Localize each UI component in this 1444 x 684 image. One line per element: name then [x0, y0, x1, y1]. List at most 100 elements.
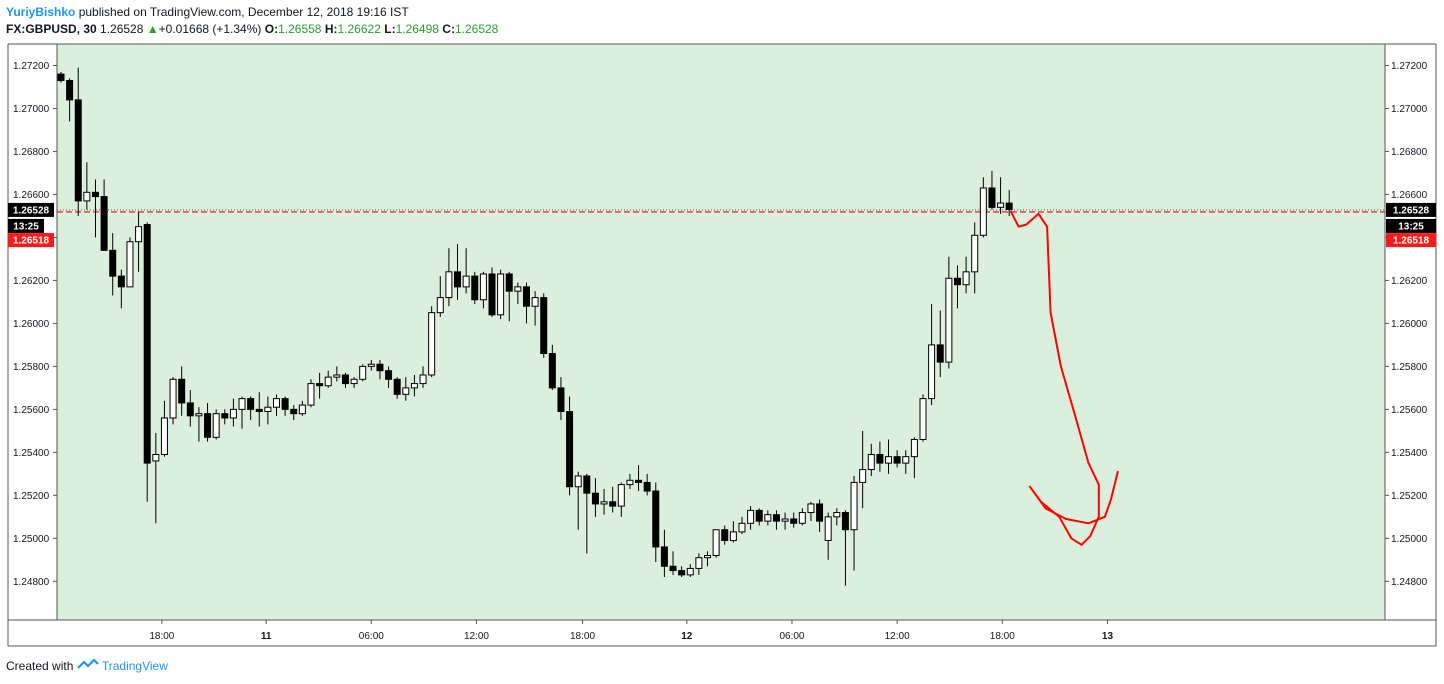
candle-body: [704, 555, 711, 559]
x-tick-label: 13: [1102, 631, 1114, 642]
candle-body: [729, 531, 737, 541]
candle-body: [488, 273, 496, 316]
candle-body: [928, 344, 936, 400]
x-tick-label: 18:00: [570, 631, 595, 642]
y-tick-label-left: 1.26000: [13, 319, 50, 330]
y-tick-label-right: 1.25600: [1391, 405, 1428, 416]
candle-body: [497, 273, 505, 316]
candle-body: [402, 387, 410, 395]
candle-body: [971, 234, 979, 273]
y-tick-label-left: 1.25800: [13, 362, 50, 373]
candle-body: [738, 522, 746, 533]
plot-area[interactable]: [56, 43, 1386, 621]
candle-body: [505, 273, 513, 292]
y-tick-label-left: 1.26800: [13, 147, 50, 158]
candle-body: [100, 196, 108, 251]
candle-body: [74, 99, 82, 202]
candle-body: [643, 481, 651, 492]
candle-body: [902, 456, 910, 464]
candle-body: [160, 417, 168, 456]
countdown-label-left-bg: [8, 218, 44, 233]
current-price-label-left: 1.26528: [13, 205, 50, 216]
candle-body: [514, 286, 522, 292]
y-tick-label-left: 1.27200: [13, 61, 50, 72]
x-tick-label: 06:00: [359, 631, 384, 642]
close-label: C:: [442, 22, 455, 36]
y-tick-label-right: 1.26200: [1391, 276, 1428, 287]
last-price: 1.26528: [100, 22, 144, 36]
candle-body: [936, 344, 944, 363]
candle-body: [393, 378, 401, 395]
candle-body: [566, 411, 574, 488]
candle-body: [367, 363, 375, 367]
candle-body: [979, 187, 987, 236]
candle-body: [686, 567, 694, 576]
candle-body: [841, 512, 849, 531]
candle-body: [919, 398, 927, 440]
candle-body: [988, 187, 996, 208]
candle-body: [57, 73, 65, 82]
candle-body: [135, 226, 143, 243]
candle-body: [341, 374, 349, 385]
symbol-label: FX:GBPUSD, 30: [6, 22, 97, 36]
tradingview-brand[interactable]: TradingView: [101, 659, 168, 673]
x-tick-label: 12: [681, 631, 693, 642]
candle-body: [712, 529, 720, 557]
candle-body: [755, 509, 763, 522]
candle-body: [479, 273, 487, 301]
y-tick-label-right: 1.25000: [1391, 534, 1428, 545]
y-tick-label-right: 1.26800: [1391, 147, 1428, 158]
candle-body: [557, 387, 565, 413]
candle-body: [833, 512, 841, 518]
candle-body: [910, 438, 918, 458]
candle-body: [350, 378, 358, 385]
candle-body: [143, 224, 151, 464]
candle-body: [600, 501, 608, 505]
publish-info: YuriyBishko published on TradingView.com…: [6, 5, 409, 19]
candle-body: [522, 286, 530, 307]
candle-body: [945, 277, 953, 363]
up-triangle-icon: ▲: [146, 22, 159, 36]
y-tick-label-right: 1.27000: [1391, 104, 1428, 115]
candle-body: [574, 475, 582, 488]
y-tick-label-left: 1.24800: [13, 577, 50, 588]
tradingview-logo-icon: [76, 658, 102, 673]
x-tick-label: 18:00: [990, 631, 1015, 642]
red-level-label-right: 1.26518: [1393, 236, 1430, 247]
candle-body: [195, 413, 203, 417]
candle-body: [359, 365, 367, 380]
y-tick-label-right: 1.26000: [1391, 319, 1428, 330]
open-label: O:: [264, 22, 279, 36]
candle-body: [229, 408, 237, 419]
candle-body: [790, 518, 798, 524]
y-tick-label-left: 1.25600: [13, 405, 50, 416]
candle-body: [626, 479, 634, 486]
symbol-info: FX:GBPUSD, 30 1.26528 ▲+0.01668 (+1.34%)…: [6, 22, 498, 36]
candle-body: [617, 484, 625, 507]
candle-body: [609, 501, 617, 507]
open-value: 1.26558: [278, 22, 322, 36]
y-tick-label-left: 1.25400: [13, 448, 50, 459]
red-level-label-left-bg: [8, 233, 54, 248]
candle-body: [893, 456, 901, 464]
candle-body: [764, 514, 772, 522]
candle-body: [178, 378, 186, 404]
y-tick-label-left: 1.27000: [13, 104, 50, 115]
candle-body: [997, 202, 1005, 208]
candle-body: [83, 191, 91, 202]
candle-body: [876, 454, 884, 464]
candle-body: [859, 469, 867, 483]
countdown-label-right: 13:25: [1398, 221, 1424, 232]
candle-body: [652, 490, 660, 548]
candle-body: [867, 454, 875, 471]
y-tick-label-right: 1.24800: [1391, 577, 1428, 588]
candle-body: [540, 297, 548, 354]
candle-body: [212, 413, 220, 438]
author-link[interactable]: YuriyBishko: [6, 5, 76, 19]
candle-body: [255, 408, 263, 413]
high-label: H:: [324, 22, 338, 36]
candle-body: [807, 503, 815, 514]
candle-body: [419, 374, 427, 385]
candle-body: [462, 275, 470, 288]
